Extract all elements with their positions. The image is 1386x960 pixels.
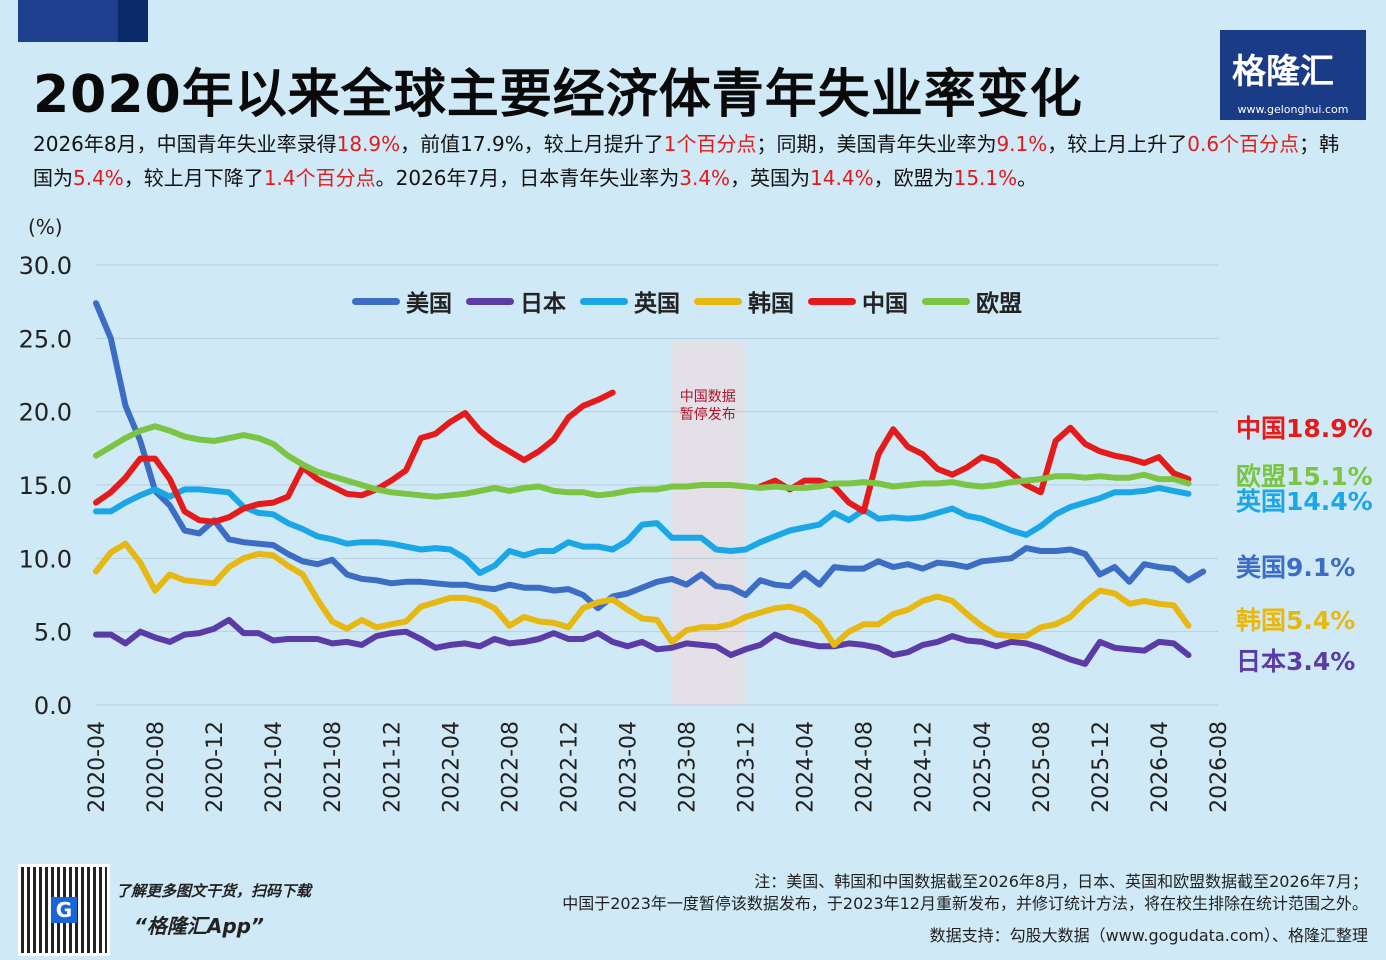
x-tick-label: 2024-12	[912, 721, 937, 813]
x-tick-label: 2025-04	[971, 721, 996, 813]
x-tick-label: 2023-04	[616, 721, 641, 813]
subtitle-text: 2026年8月，中国青年失业率录得	[33, 132, 337, 156]
subtitle-value: 1个百分点	[663, 132, 757, 156]
legend-item: 韩国	[694, 284, 794, 318]
x-tick-label: 2021-04	[262, 721, 287, 813]
end-label: 韩国5.4%	[1236, 606, 1355, 635]
y-tick-label: 0.0	[34, 692, 72, 720]
legend-swatch	[352, 297, 400, 305]
qr-code[interactable]: G	[18, 864, 110, 956]
corner-tab-highlight	[118, 0, 148, 42]
x-tick-label: 2020-04	[85, 721, 110, 813]
x-tick-label: 2026-04	[1148, 721, 1173, 813]
x-tick-label: 2024-04	[794, 721, 819, 813]
end-label: 美国9.1%	[1236, 553, 1355, 582]
subtitle-text: ；韩国为	[33, 132, 1340, 190]
page-title: 2020年以来全球主要经济体青年失业率变化	[33, 65, 1083, 125]
qr-logo-icon: G	[51, 897, 77, 923]
subtitle-value: 1.4个百分点	[263, 166, 376, 190]
subtitle-value: 18.9%	[336, 132, 401, 156]
end-label: 英国14.4%	[1236, 487, 1373, 516]
subtitle-text: ，英国为	[730, 166, 811, 190]
x-tick-label: 2021-08	[321, 721, 346, 813]
subtitle-text: ，较上月下降了	[123, 166, 264, 190]
subtitle-value: 0.6个百分点	[1187, 132, 1300, 156]
y-tick-label: 25.0	[19, 325, 72, 353]
series-line-美国	[93, 300, 1207, 612]
end-label: 日本3.4%	[1236, 647, 1355, 676]
logo-text: 格隆汇	[1232, 52, 1334, 92]
qr-caption: 了解更多图文干货，扫码下载	[116, 882, 312, 900]
legend-swatch	[694, 297, 742, 305]
legend-swatch	[466, 297, 514, 305]
legend-label: 美国	[406, 291, 452, 317]
legend-item: 英国	[580, 284, 680, 318]
legend-item: 欧盟	[922, 284, 1022, 318]
legend-label: 欧盟	[976, 291, 1022, 317]
logo-url: www.gelonghui.com	[1237, 103, 1349, 116]
subtitle-text: 。	[1017, 166, 1038, 190]
legend-swatch	[580, 297, 628, 305]
subtitle-text: 。2026年7月，日本青年失业率为	[375, 166, 680, 190]
y-tick-label: 15.0	[19, 472, 72, 500]
series-line-英国	[93, 484, 1192, 576]
data-source: 数据支持：勾股大数据（www.gogudata.com）、格隆汇整理	[929, 926, 1368, 945]
x-tick-label: 2020-12	[203, 721, 228, 813]
legend-label: 英国	[634, 291, 680, 317]
legend-item: 日本	[466, 284, 566, 318]
subtitle-text: ；同期，美国青年失业率为	[756, 132, 997, 156]
y-tick-label: 10.0	[19, 545, 72, 573]
subtitle-value: 3.4%	[679, 166, 731, 190]
x-tick-label: 2026-08	[1207, 721, 1232, 813]
x-tick-label: 2024-08	[853, 721, 878, 813]
shade-label: 中国数据	[680, 389, 736, 405]
legend-label: 日本	[520, 291, 566, 317]
series-line-欧盟	[93, 423, 1192, 500]
subtitle-text: ，较上月上升了	[1047, 132, 1188, 156]
legend-label: 中国	[862, 291, 908, 317]
end-label: 中国18.9%	[1236, 414, 1373, 443]
x-tick-label: 2025-08	[1030, 721, 1055, 813]
corner-tab	[18, 0, 148, 42]
note-line-2: 中国于2023年一度暂停该数据发布，于2023年12月重新发布，并修订统计方法，…	[562, 894, 1368, 913]
x-tick-label: 2025-12	[1089, 721, 1114, 813]
subtitle-text: ，欧盟为	[873, 166, 954, 190]
x-tick-label: 2020-08	[144, 721, 169, 813]
subtitle-value: 9.1%	[996, 132, 1048, 156]
x-tick-label: 2022-04	[439, 721, 464, 813]
x-tick-label: 2021-12	[380, 721, 405, 813]
app-name: “格隆汇App”	[134, 914, 264, 938]
y-tick-label: 20.0	[19, 399, 72, 427]
subtitle-value: 14.4%	[810, 166, 874, 190]
end-label: 欧盟15.1%	[1236, 462, 1373, 491]
chart-legend: 美国 日本 英国 韩国 中国 欧盟	[352, 284, 1022, 318]
subtitle-text: ，前值17.9%，较上月提升了	[400, 132, 664, 156]
x-tick-label: 2023-12	[735, 721, 760, 813]
y-tick-label: 5.0	[34, 619, 72, 647]
note-line-1: 注：美国、韩国和中国数据截至2026年8月，日本、英国和欧盟数据截至2026年7…	[754, 872, 1368, 891]
x-tick-label: 2022-12	[557, 721, 582, 813]
legend-item: 中国	[808, 284, 908, 318]
legend-item: 美国	[352, 284, 452, 318]
legend-swatch	[922, 297, 970, 305]
y-axis-label: (%)	[28, 215, 63, 239]
shade-label: 暂停发布	[680, 406, 736, 423]
x-tick-label: 2022-08	[498, 721, 523, 813]
series-line-韩国	[93, 540, 1192, 648]
x-tick-label: 2023-08	[676, 721, 701, 813]
chart-subtitle: 2026年8月，中国青年失业率录得18.9%，前值17.9%，较上月提升了1个百…	[33, 127, 1353, 195]
y-tick-label: 30.0	[19, 252, 72, 280]
legend-label: 韩国	[748, 291, 794, 317]
subtitle-value: 5.4%	[73, 166, 124, 190]
legend-swatch	[808, 297, 856, 305]
series-line-日本	[93, 616, 1192, 667]
subtitle-value: 15.1%	[953, 166, 1018, 190]
brand-logo: 格隆汇 www.gelonghui.com	[1220, 30, 1366, 120]
